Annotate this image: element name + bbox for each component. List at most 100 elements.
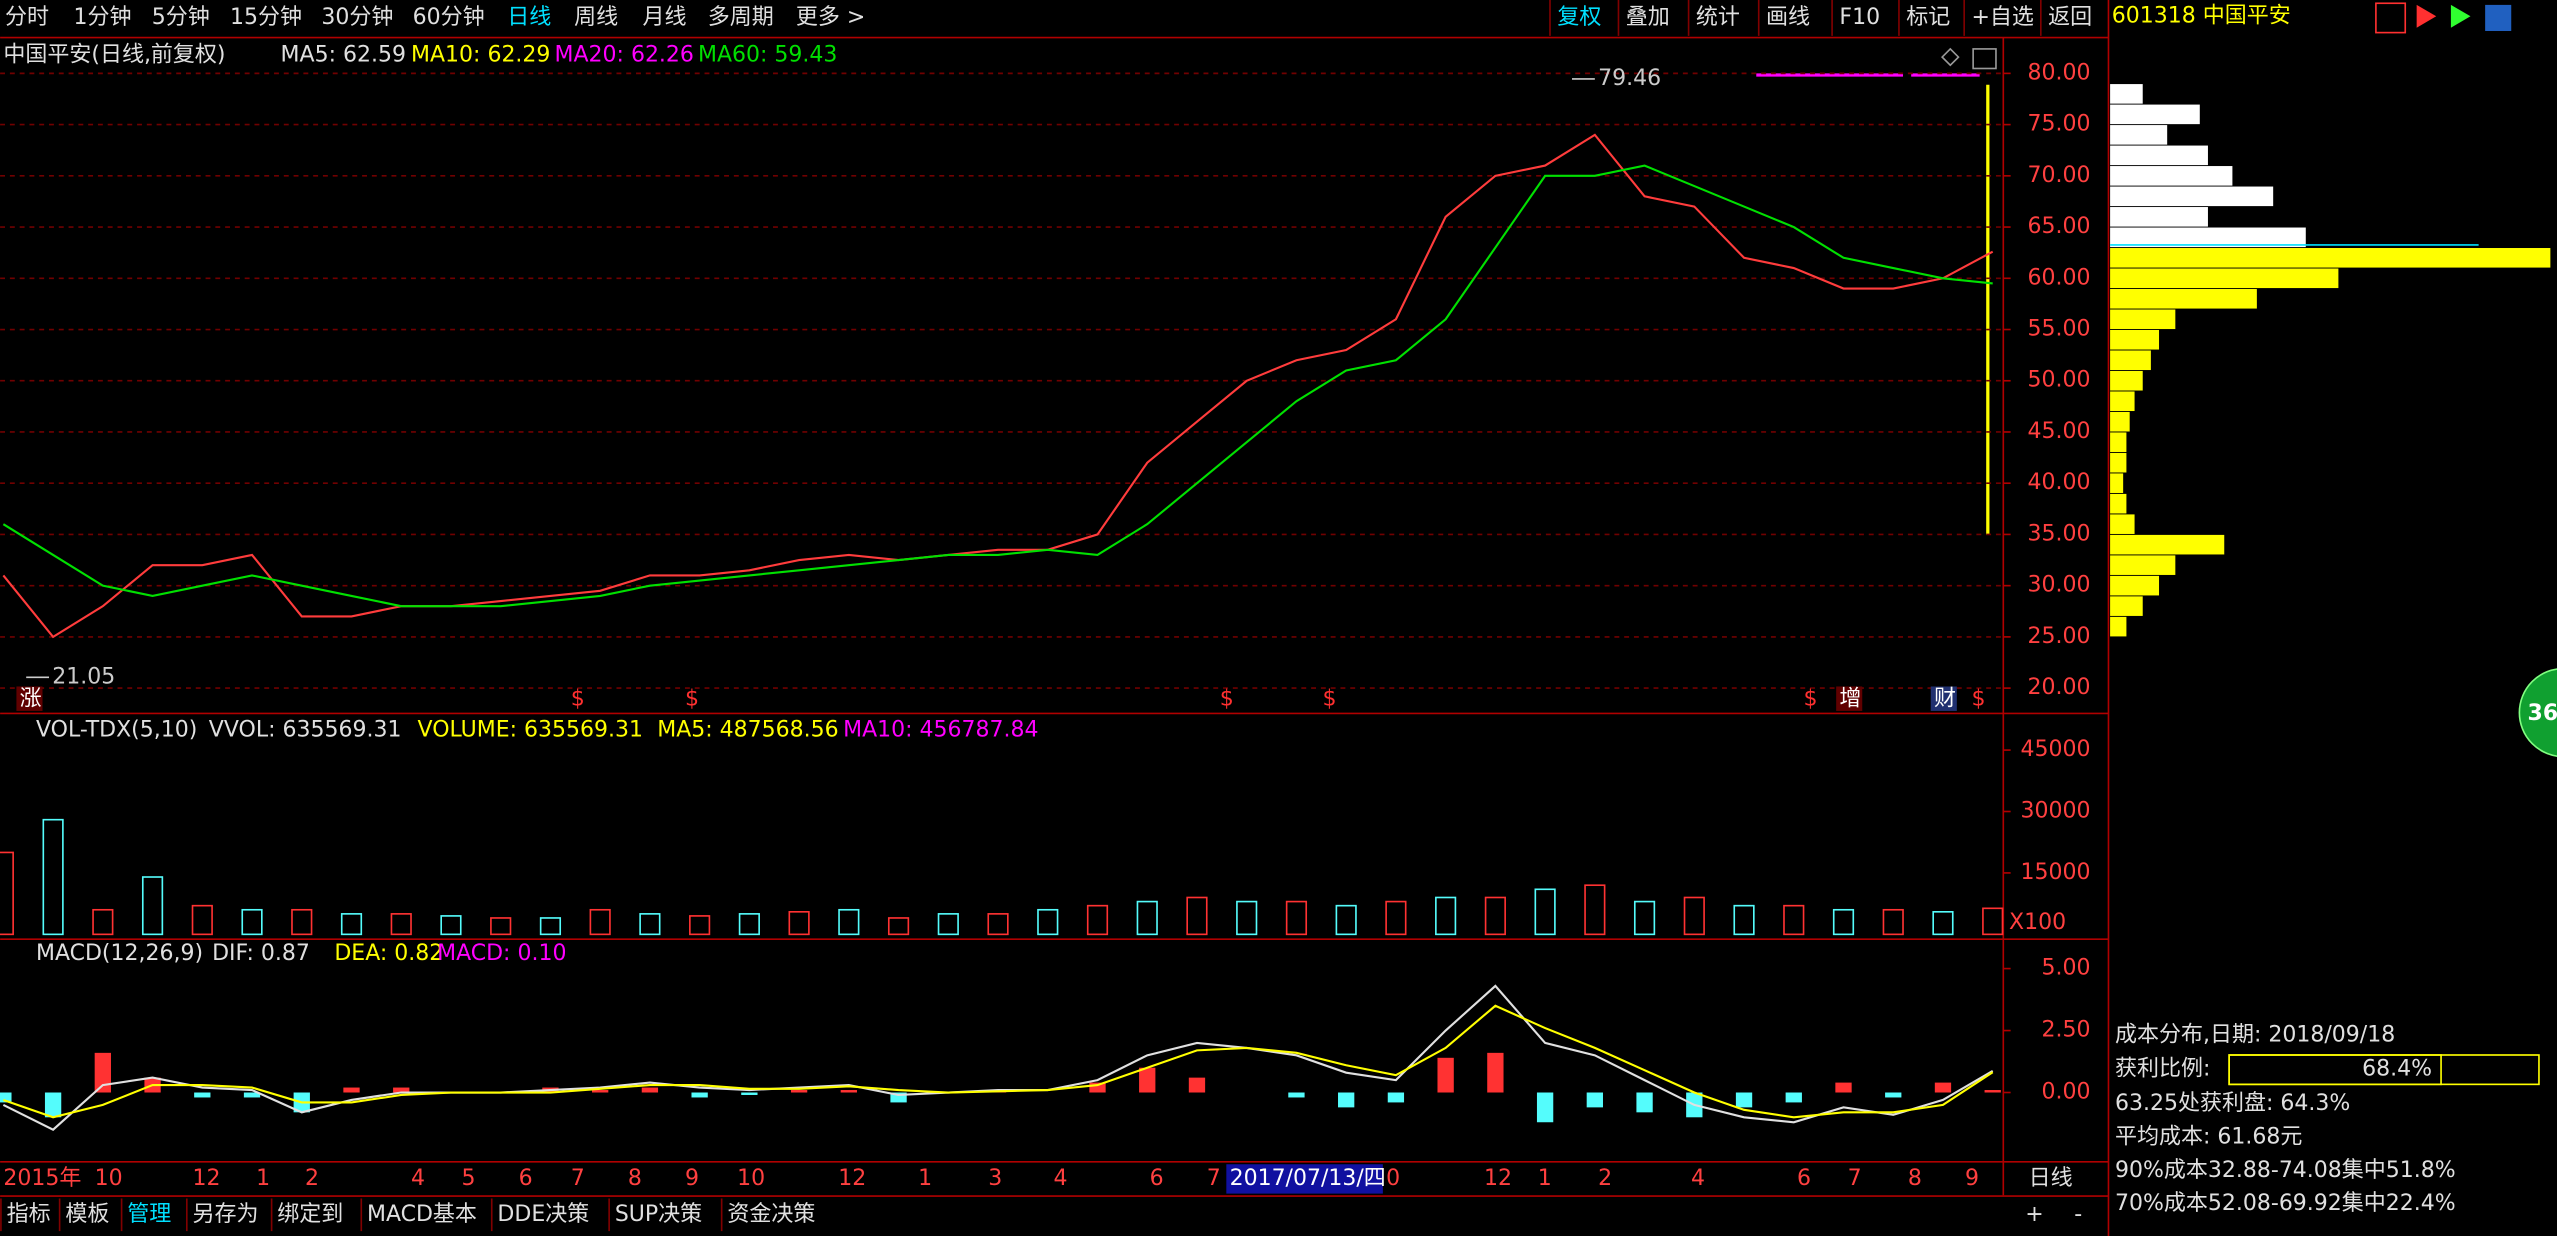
indicator-label: MACD: 0.10 — [437, 941, 566, 966]
toolbar-item[interactable]: 5分钟 — [152, 5, 210, 30]
indicator-label: DIF: 0.87 — [212, 941, 310, 966]
volume-bar — [1783, 904, 1805, 936]
chip-bar — [2110, 493, 2127, 514]
toolbar-item[interactable]: 叠加 — [1626, 5, 1670, 30]
toolbar-item[interactable]: 返回 — [2048, 5, 2092, 30]
tab-separator — [720, 1198, 723, 1232]
toolbar-item[interactable]: 标记 — [1906, 5, 1950, 30]
event-marker[interactable]: $ — [1323, 687, 1337, 712]
indicator-label: MACD(12,26,9) — [36, 941, 203, 966]
chip-bar — [2110, 391, 2135, 412]
icon[interactable] — [2375, 2, 2407, 34]
tab-separator — [120, 1198, 123, 1232]
event-marker[interactable]: 增 — [1839, 687, 1861, 712]
volume-bar — [390, 913, 412, 936]
bottom-tab[interactable]: DDE决策 — [497, 1202, 589, 1227]
y-tick-label: 20.00 — [2028, 675, 2091, 700]
event-marker[interactable]: $ — [1220, 687, 1234, 712]
event-marker[interactable]: 涨 — [20, 687, 42, 712]
chip-bar — [2110, 145, 2208, 166]
toolbar-item[interactable]: F10 — [1839, 5, 1880, 30]
event-marker[interactable]: $ — [1972, 687, 1986, 712]
macd-bar — [840, 1090, 857, 1093]
chip-bar — [2110, 555, 2176, 575]
date-label: 2017/07/13/四 — [1230, 1166, 1386, 1191]
macd-bar — [1487, 1052, 1504, 1093]
event-marker[interactable]: $ — [571, 687, 585, 712]
bottom-tab[interactable]: SUP决策 — [615, 1202, 702, 1227]
toolbar-item[interactable]: +自选 — [1972, 5, 2034, 30]
event-marker[interactable]: $ — [685, 687, 699, 712]
icon[interactable] — [2416, 4, 2437, 28]
date-label: 0 — [1386, 1166, 1400, 1191]
bottom-tab[interactable]: 模板 — [65, 1202, 109, 1227]
toolbar-item[interactable]: 复权 — [1557, 5, 1601, 30]
toolbar-item[interactable]: 30分钟 — [321, 5, 393, 30]
bottom-tab[interactable]: 另存为 — [193, 1202, 259, 1227]
zoom-button[interactable]: + — [2025, 1202, 2043, 1227]
macd-bar — [1288, 1092, 1305, 1098]
y-tick-label: 5.00 — [2042, 956, 2091, 981]
price-line — [2, 133, 1994, 639]
date-label: 7 — [1848, 1166, 1862, 1191]
date-label: 7 — [1207, 1166, 1221, 1191]
tab-separator — [490, 1198, 493, 1232]
diamond-icon[interactable] — [1941, 47, 1960, 67]
volume-bar — [191, 904, 213, 936]
volume-bar — [1186, 896, 1208, 936]
window-icon[interactable] — [1972, 48, 1997, 70]
date-label: 1 — [918, 1166, 932, 1191]
macd-line — [2, 984, 1994, 1131]
zoom-button[interactable]: - — [2074, 1202, 2082, 1227]
y-tick-label: 0.00 — [2042, 1080, 2091, 1105]
macd-bar — [1636, 1092, 1653, 1113]
volume-bar — [1982, 907, 2004, 936]
date-label: 8 — [1908, 1166, 1922, 1191]
volume-bar — [1037, 908, 1059, 936]
event-marker[interactable]: $ — [1804, 687, 1818, 712]
chip-bar — [2110, 288, 2257, 309]
bottom-tab[interactable]: MACD基本 — [367, 1202, 477, 1227]
toolbar-item[interactable]: 月线 — [643, 5, 687, 30]
volume-bar — [1832, 908, 1855, 936]
macd-bar — [1586, 1092, 1603, 1108]
toolbar-item[interactable]: 画线 — [1766, 5, 1810, 30]
volume-bar — [1335, 904, 1357, 936]
stock-title: 601318 中国平安 — [2112, 3, 2291, 28]
chip-bar — [2110, 166, 2233, 186]
bottom-tab[interactable]: 管理 — [127, 1202, 171, 1227]
chip-bar — [2110, 207, 2208, 227]
toolbar-item[interactable]: 分时 — [5, 5, 49, 30]
macd-bar — [1387, 1092, 1405, 1103]
toolbar-item[interactable]: 1分钟 — [73, 5, 131, 30]
toolbar-item[interactable]: 更多 > — [796, 5, 865, 30]
chip-bar — [2110, 350, 2151, 371]
volume-bar — [1584, 884, 1606, 936]
volume-bar — [1932, 911, 1954, 936]
volume-bar — [788, 911, 810, 936]
toolbar-item[interactable]: 15分钟 — [230, 5, 302, 30]
icon[interactable] — [2485, 4, 2512, 31]
date-label: 4 — [411, 1166, 425, 1191]
y-tick-label: 25.00 — [2028, 624, 2091, 649]
volume-bar — [1534, 888, 1556, 936]
icon[interactable] — [2450, 4, 2471, 28]
volume-bar — [838, 908, 860, 936]
bottom-tab[interactable]: 资金决策 — [727, 1202, 815, 1227]
float-badge[interactable] — [2518, 668, 2557, 757]
macd-bar — [592, 1090, 609, 1093]
indicator-label: MA10: 62.29 — [411, 42, 550, 67]
chip-bar — [2110, 452, 2127, 473]
toolbar-item[interactable]: 60分钟 — [413, 5, 485, 30]
toolbar-item[interactable]: 周线 — [574, 5, 618, 30]
macd-bar — [1885, 1092, 1902, 1098]
price-line — [2, 164, 1993, 608]
date-label: 9 — [1965, 1166, 1979, 1191]
toolbar-item[interactable]: 多周期 — [708, 5, 774, 30]
y-tick-label: 35.00 — [2028, 521, 2091, 546]
toolbar-item[interactable]: 统计 — [1696, 5, 1740, 30]
bottom-tab[interactable]: 绑定到 — [277, 1202, 343, 1227]
bottom-tab[interactable]: 指标 — [7, 1202, 51, 1227]
toolbar-item[interactable]: 日线 — [507, 5, 551, 30]
event-marker[interactable]: 财 — [1934, 687, 1956, 712]
